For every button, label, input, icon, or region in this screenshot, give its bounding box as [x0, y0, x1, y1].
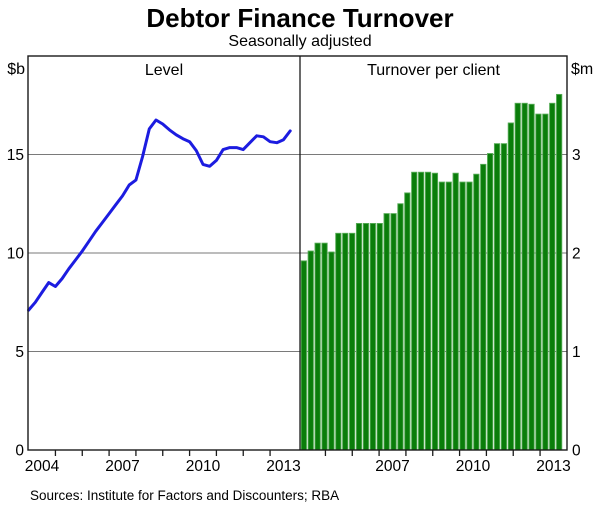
x-axis-label: 2010 — [456, 458, 491, 475]
turnover-per-client-bar — [424, 171, 432, 451]
x-axis-label: 2004 — [25, 458, 60, 475]
turnover-per-client-bar — [473, 173, 480, 451]
turnover-per-client-bar — [521, 102, 528, 451]
turnover-per-client-bar — [335, 232, 342, 451]
x-axis-label: 2007 — [105, 458, 139, 475]
turnover-per-client-bar — [480, 163, 487, 451]
turnover-per-client-bar — [549, 102, 556, 451]
chart-subtitle: Seasonally adjusted — [228, 33, 372, 50]
turnover-per-client-bar — [307, 250, 314, 451]
turnover-per-client-bar — [493, 143, 501, 451]
turnover-per-client-bar — [431, 172, 439, 451]
plot-frame — [27, 55, 568, 451]
level-line — [27, 118, 292, 312]
turnover-per-client-bar — [314, 242, 321, 451]
turnover-per-client-bar — [376, 222, 383, 451]
x-axis-label: 2013 — [536, 458, 570, 475]
turnover-per-client-bar — [535, 113, 542, 451]
turnover-per-client-bar — [556, 93, 563, 451]
turnover-per-client-bar — [411, 171, 418, 451]
y-axis-label-left: 5 — [15, 344, 24, 361]
turnover-per-client-bar — [397, 203, 404, 451]
y-axis-label-right: 1 — [572, 344, 581, 361]
turnover-per-client-bar — [418, 171, 425, 451]
chart-title: Debtor Finance Turnover — [146, 3, 454, 33]
turnover-per-client-bar — [383, 213, 390, 451]
turnover-per-client-bar — [514, 102, 521, 451]
y-axis-label-right: 2 — [572, 246, 581, 263]
right-unit-label: $m — [571, 61, 593, 78]
x-axis-label: 2010 — [186, 458, 221, 475]
turnover-per-client-bar — [404, 192, 411, 451]
turnover-per-client-bar — [300, 260, 307, 451]
panel-title-turnover-per-client: Turnover per client — [367, 62, 500, 79]
turnover-per-client-bar — [500, 143, 508, 451]
y-axis-label-left: 10 — [7, 246, 25, 263]
y-axis-label-left: 0 — [15, 443, 24, 460]
turnover-per-client-bar — [355, 222, 363, 451]
turnover-per-client-bar — [362, 222, 370, 451]
turnover-per-client-bar — [369, 222, 376, 451]
turnover-per-client-bar — [528, 103, 535, 451]
turnover-per-client-bar — [487, 153, 494, 451]
source-note: Sources: Institute for Factors and Disco… — [30, 488, 340, 503]
left-unit-label: $b — [7, 61, 25, 78]
turnover-per-client-bar — [349, 232, 356, 451]
y-axis-label-left: 15 — [7, 147, 24, 164]
y-axis-label-right: 0 — [572, 443, 581, 460]
x-axis-label: 2013 — [266, 458, 300, 475]
turnover-per-client-bar — [328, 251, 335, 451]
turnover-per-client-bar — [466, 181, 473, 451]
turnover-per-client-bar — [452, 172, 459, 451]
turnover-per-client-bar — [459, 181, 466, 451]
turnover-per-client-bar — [342, 232, 349, 451]
turnover-per-client-bar — [321, 242, 328, 451]
panel-title-level: Level — [145, 62, 183, 79]
turnover-per-client-bar — [542, 113, 549, 451]
turnover-per-client-bar — [445, 181, 452, 451]
turnover-per-client-bar — [438, 181, 445, 451]
y-axis-label-right: 3 — [572, 147, 581, 164]
x-axis-label: 2007 — [375, 458, 409, 475]
turnover-per-client-bar — [390, 213, 397, 451]
turnover-per-client-bar — [507, 122, 514, 451]
